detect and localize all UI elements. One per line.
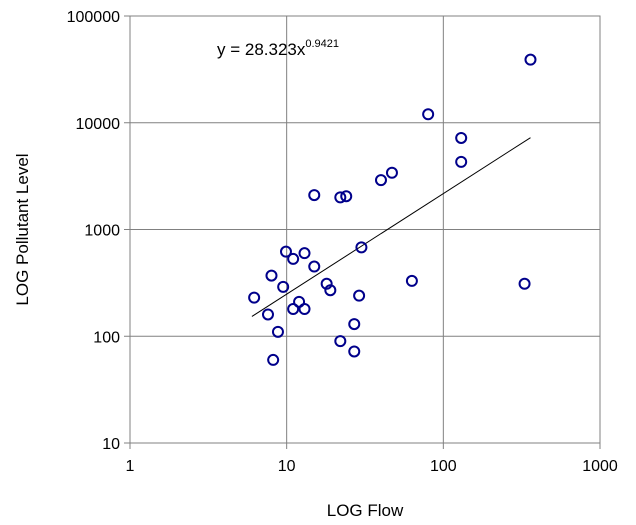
- y-tick-label: 10000: [76, 116, 121, 133]
- data-point: [455, 155, 468, 168]
- data-point: [271, 325, 284, 338]
- data-points: [248, 53, 537, 366]
- data-point: [279, 245, 292, 258]
- data-point: [348, 345, 361, 358]
- trendline-equation: y = 28.323x0.9421: [217, 38, 339, 59]
- x-axis-title: LOG Flow: [327, 501, 404, 520]
- data-point: [267, 353, 280, 366]
- data-point: [308, 260, 321, 273]
- data-point: [287, 302, 300, 315]
- y-tick-label: 100000: [67, 9, 120, 26]
- grid-lines: [130, 16, 600, 443]
- data-point: [340, 190, 353, 203]
- data-point: [422, 108, 435, 121]
- data-point: [355, 241, 368, 254]
- x-tick-label: 1: [126, 458, 135, 475]
- y-axis-title: LOG Pollutant Level: [13, 153, 32, 305]
- data-point: [287, 252, 300, 265]
- data-point: [320, 277, 333, 290]
- data-point: [265, 269, 278, 282]
- data-point: [518, 277, 531, 290]
- data-point: [405, 274, 418, 287]
- y-tick-labels: 10 100 1000 10000 100000: [67, 9, 120, 453]
- y-tick-label: 1000: [84, 223, 120, 240]
- x-tick-label: 10: [278, 458, 296, 475]
- data-point: [353, 289, 366, 302]
- x-tick-label: 1000: [582, 458, 618, 475]
- x-tick-labels: 1 10 100 1000: [126, 458, 618, 475]
- data-point: [298, 302, 311, 315]
- data-point: [385, 166, 398, 179]
- x-tick-label: 100: [430, 458, 457, 475]
- data-point: [348, 318, 361, 331]
- data-point: [324, 284, 337, 297]
- trendline-equation-exponent: 0.9421: [305, 38, 339, 50]
- data-point: [374, 174, 387, 187]
- data-point: [524, 53, 537, 66]
- data-point: [298, 247, 311, 260]
- data-point: [334, 191, 347, 204]
- data-point: [277, 280, 290, 293]
- data-point: [261, 308, 274, 321]
- data-point: [455, 131, 468, 144]
- axis-ticks: [124, 15, 601, 449]
- data-point: [308, 189, 321, 202]
- y-tick-label: 10: [102, 436, 120, 453]
- power-trendline: [251, 137, 531, 317]
- trendline-equation-main: y = 28.323x: [217, 40, 306, 59]
- data-point: [248, 291, 261, 304]
- y-tick-label: 100: [93, 329, 120, 346]
- data-point: [334, 335, 347, 348]
